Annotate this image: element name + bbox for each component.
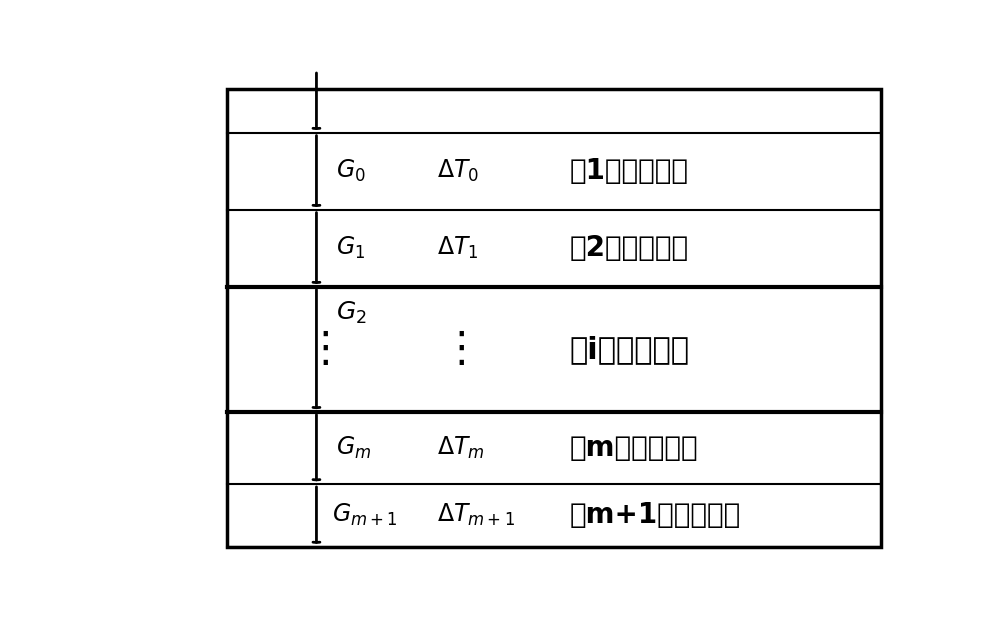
Text: $\Delta T_m$: $\Delta T_m$ bbox=[437, 435, 484, 461]
Text: $G_1$: $G_1$ bbox=[336, 235, 365, 261]
Text: 第1层（雪被）: 第1层（雪被） bbox=[570, 158, 688, 185]
Text: 第i层（土壤）: 第i层（土壤） bbox=[570, 335, 689, 364]
Text: $G_{m+1}$: $G_{m+1}$ bbox=[332, 503, 398, 529]
Text: $\vdots$: $\vdots$ bbox=[304, 328, 329, 370]
Text: $\Delta T_0$: $\Delta T_0$ bbox=[437, 158, 479, 184]
Text: $\Delta T_1$: $\Delta T_1$ bbox=[437, 235, 478, 261]
Text: $G_0$: $G_0$ bbox=[336, 158, 366, 184]
Text: 第m+1层（土壤）: 第m+1层（土壤） bbox=[570, 501, 741, 529]
Text: $\vdots$: $\vdots$ bbox=[440, 328, 465, 370]
Text: 第m层（土壤）: 第m层（土壤） bbox=[570, 434, 698, 462]
Text: $G_2$: $G_2$ bbox=[336, 300, 367, 326]
Text: $\Delta T_{m+1}$: $\Delta T_{m+1}$ bbox=[437, 503, 515, 529]
Text: 第2层（土壤）: 第2层（土壤） bbox=[570, 234, 688, 262]
Bar bbox=[227, 89, 881, 547]
Text: $G_m$: $G_m$ bbox=[336, 435, 371, 461]
